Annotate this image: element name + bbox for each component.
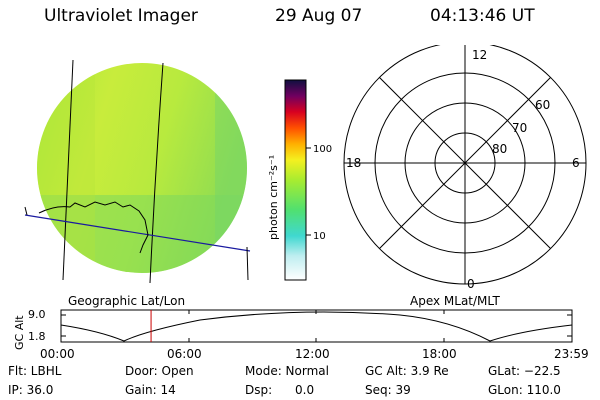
- altitude-xtick-0000: 00:00: [40, 347, 75, 361]
- glat-readout: GLat: −22.5: [488, 364, 561, 378]
- altitude-ytick-high: 9.0: [28, 308, 46, 321]
- mlt-label-18: 18: [346, 156, 361, 170]
- meridian-line: [246, 246, 249, 281]
- meridian-line: [149, 62, 164, 284]
- altitude-plot: GC Alt 9.0 1.8 00:00 06:00 12:00 18:00 2…: [13, 308, 589, 361]
- altitude-ytick-low: 1.8: [28, 330, 46, 343]
- altitude-xtick-1800: 18:00: [422, 347, 457, 361]
- geographic-caption: Geographic Lat/Lon: [68, 294, 186, 308]
- mode-readout: Mode: Normal: [245, 364, 329, 378]
- colorbar: 100 10 photon cm⁻²s⁻¹: [267, 79, 332, 281]
- mlat-label-80: 80: [492, 142, 507, 156]
- mlat-label-60: 60: [535, 98, 550, 112]
- equator-line: [24, 214, 251, 252]
- seq-readout: Seq: 39: [365, 383, 411, 397]
- altitude-xtick-1200: 12:00: [295, 347, 330, 361]
- filter-readout: Flt: LBHL: [8, 364, 62, 378]
- gc-alt-readout: GC Alt: 3.9 Re: [365, 364, 449, 378]
- apex-caption: Apex MLat/MLT: [410, 294, 500, 308]
- mlat-label-70: 70: [512, 121, 527, 135]
- glon-readout: GLon: 110.0: [488, 383, 561, 397]
- door-readout: Door: Open: [125, 364, 194, 378]
- dsp-readout: Dsp: 0.0: [245, 383, 315, 397]
- altitude-curve: [60, 311, 573, 342]
- polar-plot: 12 18 6 0 60 70 80: [343, 45, 587, 291]
- coastline: [24, 201, 149, 254]
- time-label: 04:13:46 UT: [430, 6, 535, 26]
- gain-readout: Gain: 14: [125, 383, 176, 397]
- colorbar-tick-10: 10: [313, 231, 326, 242]
- mlt-label-12: 12: [472, 48, 487, 62]
- meridian-line: [62, 59, 74, 281]
- altitude-xtick-0600: 06:00: [167, 347, 202, 361]
- ip-readout: IP: 36.0: [8, 383, 54, 397]
- mlt-label-0: 0: [467, 277, 475, 291]
- colorbar-scale: [284, 79, 307, 281]
- uv-earth-image: [24, 59, 251, 284]
- date-label: 29 Aug 07: [275, 6, 363, 26]
- colorbar-tick-100: 100: [313, 144, 332, 155]
- colorbar-label: photon cm⁻²s⁻¹: [267, 155, 280, 240]
- mlt-label-6: 6: [572, 156, 580, 170]
- altitude-ylabel: GC Alt: [13, 315, 26, 350]
- altitude-xtick-2359: 23:59: [554, 347, 589, 361]
- instrument-title: Ultraviolet Imager: [44, 6, 198, 26]
- altitude-frame: [60, 309, 573, 343]
